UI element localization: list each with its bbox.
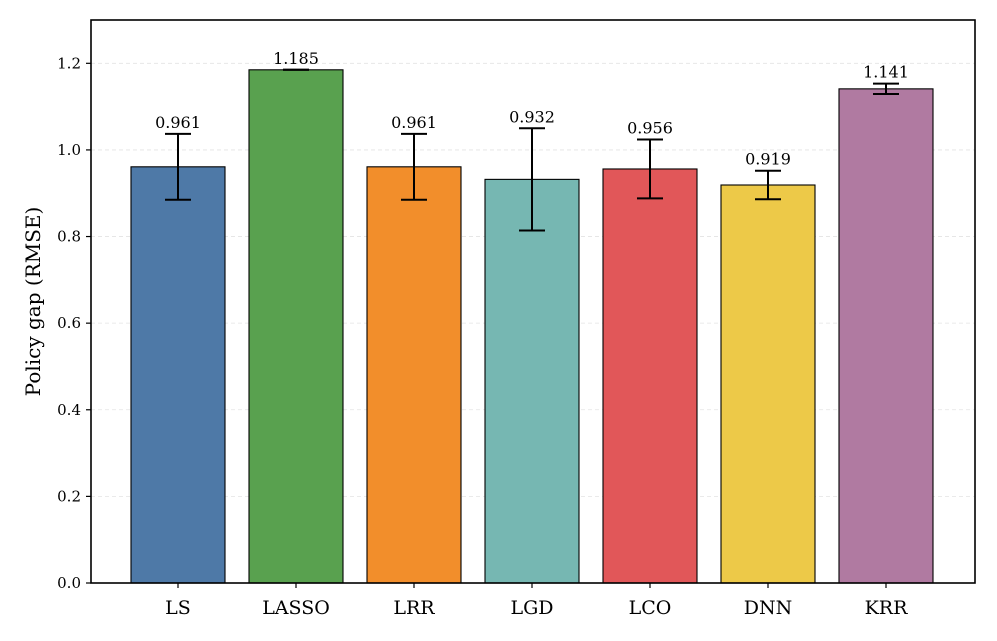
bar-dnn (720, 184, 816, 584)
value-label-ls: 0.961 (155, 113, 201, 132)
y-tick-label: 0.6 (57, 314, 81, 332)
value-label-dnn: 0.919 (745, 150, 791, 169)
y-axis-title: Policy gap (RMSE) (21, 207, 45, 397)
x-tick-label-ls: LS (165, 597, 191, 619)
x-tick-label-dnn: DNN (744, 597, 792, 619)
x-tick-label-lrr: LRR (393, 597, 435, 619)
value-label-lasso: 1.185 (273, 49, 319, 68)
bar-lco (602, 168, 698, 584)
value-label-krr: 1.141 (863, 63, 909, 82)
bar-ls (130, 166, 226, 584)
bar-lrr (366, 166, 462, 584)
value-label-lgd: 0.932 (509, 107, 555, 126)
plot-frame (90, 19, 976, 584)
value-label-lrr: 0.961 (391, 113, 437, 132)
y-tick-label: 0.8 (57, 228, 81, 246)
value-labels: 0.961 1.185 0.961 0.932 0.956 0.919 1.141 (155, 49, 909, 169)
bar-krr (838, 88, 934, 584)
bar-lasso (248, 69, 344, 584)
x-tick-label-lco: LCO (629, 597, 672, 619)
value-label-lco: 0.956 (627, 119, 673, 138)
y-tick-label: 0.4 (57, 401, 81, 419)
error-bars (165, 68, 899, 232)
y-tick-label: 1.2 (57, 54, 81, 72)
x-tick-label-lgd: LGD (510, 597, 553, 619)
y-tick-label: 0.2 (57, 487, 81, 505)
y-axis: 0.0 0.2 0.4 0.6 0.8 1.0 1.2 (57, 54, 91, 592)
y-tick-label: 0.0 (57, 574, 81, 592)
x-tick-label-krr: KRR (865, 597, 909, 619)
bar-lgd (484, 178, 580, 584)
x-axis: LS LASSO LRR LGD LCO DNN KRR (165, 583, 908, 619)
y-tick-label: 1.0 (57, 141, 81, 159)
x-tick-label-lasso: LASSO (262, 597, 330, 619)
